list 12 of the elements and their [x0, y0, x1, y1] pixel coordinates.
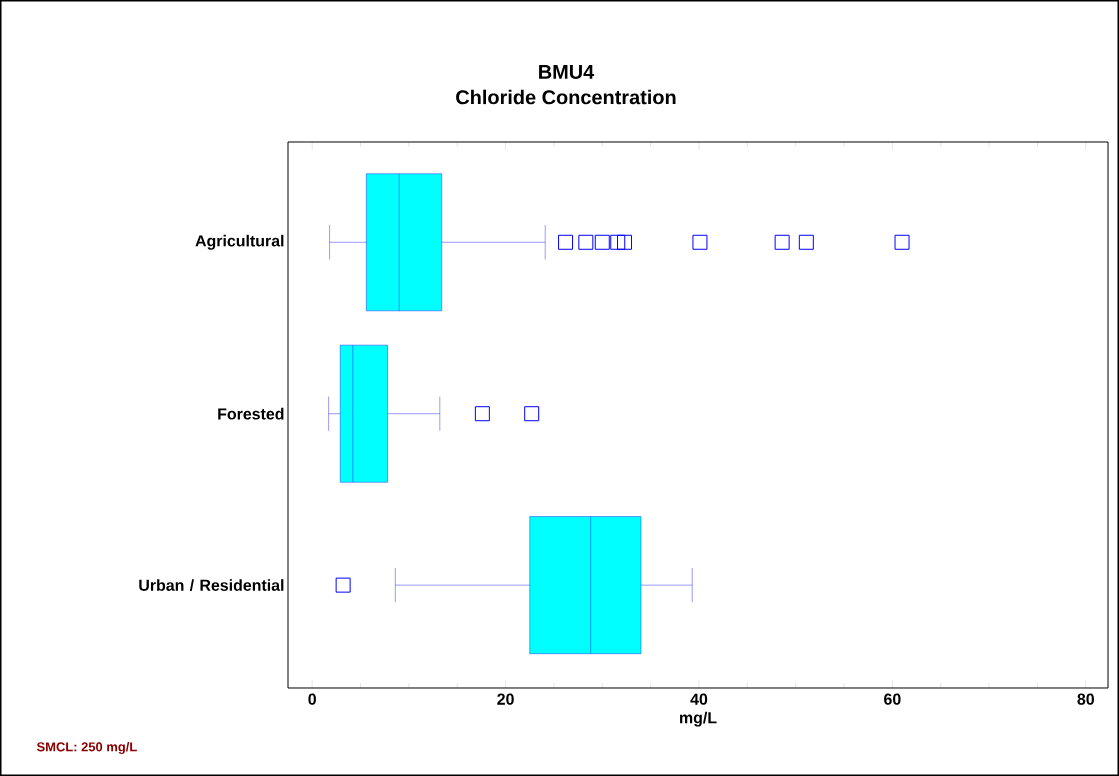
x-tick-label: 60 — [884, 693, 901, 705]
x-axis-title: mg/L — [680, 711, 717, 727]
chart-subtitle: Chloride Concentration — [456, 89, 676, 105]
y-tick-label: Forested — [218, 407, 284, 420]
x-tick-label: 20 — [497, 693, 514, 705]
y-tick-label: Urban / Residential — [139, 579, 284, 592]
x-tick-label: 0 — [308, 693, 316, 705]
x-tick-label: 40 — [690, 693, 708, 705]
y-tick-label: Agricultural — [195, 234, 284, 250]
chart-title: BMU4 — [539, 65, 595, 79]
x-tick-label: 80 — [1077, 693, 1094, 705]
text: SMCL: 250 mg/L — [36, 741, 137, 755]
